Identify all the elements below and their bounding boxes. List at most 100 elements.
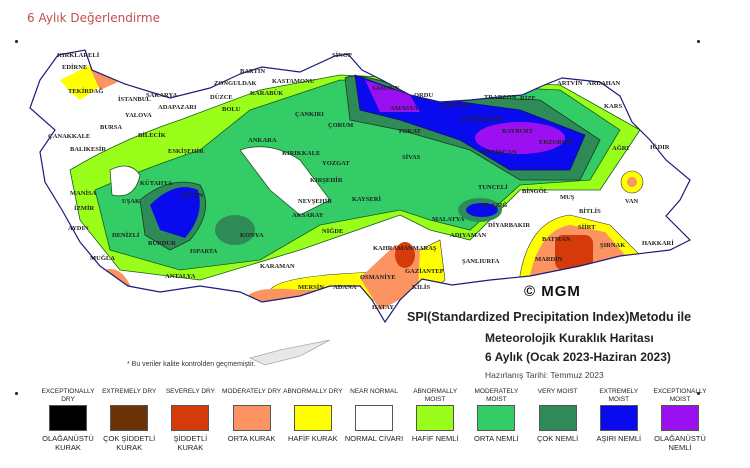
city-label: BURDUR xyxy=(148,240,176,247)
city-label: SİVAS xyxy=(402,154,421,161)
legend-item: EXTREMELY DRY ÇOK ŞİDDETLİ KURAK xyxy=(99,388,159,452)
legend-label-tr: ORTA KURAK xyxy=(227,434,276,443)
city-label: İSTANBUL xyxy=(118,96,151,103)
legend-label-tr: ORTA NEMLİ xyxy=(474,434,519,443)
city-label: ANTALYA xyxy=(165,273,196,280)
city-label: YALOVA xyxy=(125,112,152,119)
city-label: KASTAMONU xyxy=(272,78,315,85)
city-label: ESKİŞEHİR xyxy=(168,148,204,155)
legend-item: EXCEPTIONALLY MOIST OLAĞANÜSTÜ NEMLİ xyxy=(650,388,710,452)
map-heading-line2: Meteorolojik Kuraklık Haritası xyxy=(485,331,654,345)
legend-swatch xyxy=(477,405,516,431)
legend-label-tr: AŞIRI NEMLİ xyxy=(596,434,642,443)
city-label: KIRIKKALE xyxy=(282,150,321,157)
city-label: KIRŞEHİR xyxy=(310,177,343,184)
legend-item: ABNORMALLY DRY HAFİF KURAK xyxy=(283,388,343,443)
city-label: ANKARA xyxy=(248,137,277,144)
legend-swatch xyxy=(49,405,87,431)
city-label: ISPARTA xyxy=(190,248,218,255)
city-label: MUŞ xyxy=(560,194,575,201)
legend-swatch xyxy=(171,405,210,431)
city-label: YOZGAT xyxy=(322,160,350,167)
city-label: MALATYA xyxy=(432,216,465,223)
city-label: BİTLİS xyxy=(579,208,601,215)
city-label: KİLİS xyxy=(412,284,431,291)
city-label: SİİRT xyxy=(578,224,596,231)
map-heading-line1: SPI(Standardized Precipitation Index)Met… xyxy=(407,310,692,324)
city-label: İZMİR xyxy=(74,205,95,212)
city-label: BALIKESİR xyxy=(70,146,107,153)
city-label: DİYARBAKIR xyxy=(488,222,531,229)
city-label: KAYSERİ xyxy=(352,196,382,203)
city-label: ŞIRNAK xyxy=(600,242,626,249)
legend-label-en: ABNORMALLY MOIST xyxy=(413,388,458,403)
city-label: BAYBURT xyxy=(502,128,533,135)
bullet-dot xyxy=(15,392,18,395)
city-label: MARDİN xyxy=(535,256,563,263)
city-label: KAHRAMANMARAŞ xyxy=(373,245,437,252)
map-heading-line3: 6 Aylık (Ocak 2023-Haziran 2023) xyxy=(485,350,671,364)
city-label: ADANA xyxy=(333,284,357,291)
city-label: BİNGÖL xyxy=(522,188,549,195)
city-label: VAN xyxy=(625,198,639,205)
copyright-logo: © MGM xyxy=(524,283,581,300)
city-label: ORDU xyxy=(414,92,434,99)
city-label: ÇANKIRI xyxy=(295,111,324,118)
city-label: KIRKLARELİ xyxy=(57,52,100,59)
legend-label-tr: NORMAL CİVARI xyxy=(344,434,404,443)
legend-label-en: EXTREMELY DRY xyxy=(102,388,157,395)
legend-item: NEAR NORMAL NORMAL CİVARI xyxy=(344,388,404,443)
city-label: GİRESUN xyxy=(440,102,470,109)
legend-swatch xyxy=(661,405,699,431)
city-label: KONYA xyxy=(240,232,264,239)
city-label: BATMAN xyxy=(542,236,571,243)
city-label: AFYON xyxy=(180,192,204,199)
legend-swatch xyxy=(416,405,455,431)
legend-label-tr: ÇOK ŞİDDETLİ KURAK xyxy=(103,434,156,452)
quality-note: * Bu veriler kalite kontrolden geçmemişt… xyxy=(127,361,256,368)
city-label: MERSİN xyxy=(298,284,325,291)
legend-item: EXTREMELY MOIST AŞIRI NEMLİ xyxy=(589,388,649,443)
city-label: ADAPAZARI xyxy=(158,104,197,111)
legend-item: VERY MOIST ÇOK NEMLİ xyxy=(528,388,588,443)
city-label: ZONGULDAK xyxy=(214,80,257,87)
city-label: AKSARAY xyxy=(292,212,324,219)
city-label: GÜMÜŞHANE xyxy=(460,116,503,123)
city-label: SİNOP xyxy=(332,52,352,59)
city-label: BARTIN xyxy=(240,68,266,75)
bullet-dot xyxy=(15,40,18,43)
legend-label-tr: ŞİDDETLİ KURAK xyxy=(173,434,208,452)
legend-label-en: MODERATELY DRY xyxy=(222,388,282,395)
legend-swatch xyxy=(599,405,638,431)
cyprus-outline xyxy=(248,339,331,366)
city-label: NİĞDE xyxy=(322,228,344,235)
legend-label-tr: HAFİF NEMLİ xyxy=(411,434,459,443)
legend-label-en: EXCEPTIONALLY DRY xyxy=(41,388,95,403)
legend-item: ABNORMALLY MOIST HAFİF NEMLİ xyxy=(405,388,465,443)
city-label: SAKARYA xyxy=(146,92,178,99)
city-label: ERZURUM xyxy=(539,139,573,146)
legend-swatch xyxy=(538,405,577,431)
city-label: ADIYAMAN xyxy=(450,232,487,239)
city-label: OSMANİYE xyxy=(360,274,396,281)
city-label: KÜTAHYA xyxy=(140,180,173,187)
city-label: IĞDIR xyxy=(650,144,670,151)
city-label: UŞAK xyxy=(122,198,141,205)
city-label: GAZİANTEP xyxy=(405,268,444,275)
legend-item: MODERATELY DRY ORTA KURAK xyxy=(222,388,282,443)
legend-item: MODERATELY MOIST ORTA NEMLİ xyxy=(466,388,526,443)
city-label: ŞANLIURFA xyxy=(462,258,500,265)
city-label: SAMSUN xyxy=(372,85,400,92)
city-label: ÇANAKKALE xyxy=(48,133,91,140)
legend-label-en: SEVERELY DRY xyxy=(165,388,215,395)
legend-swatch xyxy=(232,405,271,431)
legend-label-en: MODERATELY MOIST xyxy=(474,388,519,403)
city-label: KARAMAN xyxy=(260,263,295,270)
city-label: ELAZIĞ xyxy=(482,202,508,209)
city-label: AYDIN xyxy=(68,225,89,232)
legend-label-tr: ÇOK NEMLİ xyxy=(536,434,579,443)
bullet-dot xyxy=(697,392,700,395)
city-label: BURSA xyxy=(100,124,123,131)
city-label: TOKAT xyxy=(398,128,421,135)
legend-swatch xyxy=(110,405,149,431)
